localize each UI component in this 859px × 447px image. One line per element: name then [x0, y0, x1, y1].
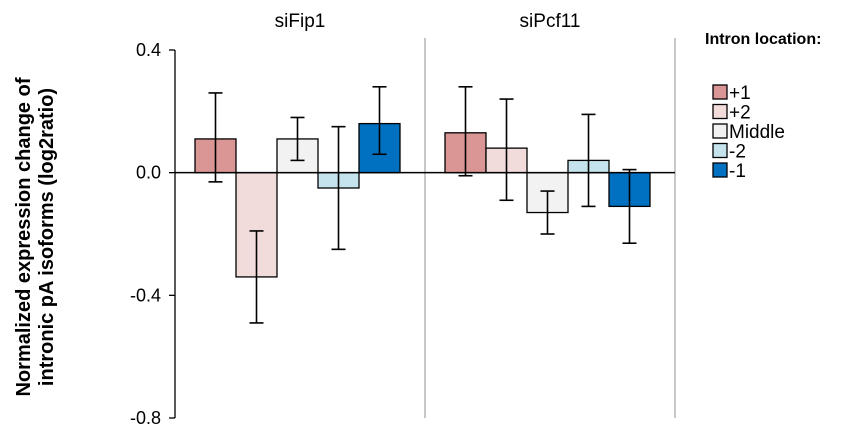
legend-swatch [712, 123, 728, 139]
error-bar-sifip1--1 [372, 86, 387, 156]
legend-item-+1: +1 [712, 83, 751, 104]
legend-swatch [712, 142, 728, 159]
group-label-sipcf11: siPcf11 [520, 11, 581, 32]
legend-item--1: -1 [712, 161, 746, 182]
plot-area: siFip1 siPcf11 0.4 0.0 -0.4 -0.8 [130, 11, 676, 428]
y-tick-label: 0.0 [136, 163, 161, 183]
error-bar-sipcf11--2 [581, 113, 596, 208]
legend-label: -2 [729, 142, 746, 163]
error-bar-sifip1-Middle [290, 116, 305, 162]
legend-label: +2 [729, 103, 751, 124]
y-tick-label: 0.4 [136, 40, 161, 60]
error-bar-sifip1--2 [331, 125, 346, 251]
y-tick-label: -0.4 [130, 285, 161, 305]
legend-swatch [712, 162, 728, 178]
error-bar-sipcf11-+2 [499, 98, 514, 202]
y-tick-label: -0.8 [130, 408, 161, 428]
legend-item-Middle: Middle [712, 122, 785, 143]
error-bar-sipcf11-Middle [540, 190, 555, 235]
legend-label: Middle [729, 122, 785, 143]
legend-item--2: -2 [712, 142, 746, 163]
legend-label: +1 [729, 83, 751, 104]
legend-swatch [712, 103, 728, 120]
error-bar-sipcf11--1 [622, 168, 637, 244]
legend-swatch [712, 84, 728, 100]
error-bar-sipcf11-+1 [458, 86, 473, 177]
legend-label: -1 [729, 161, 746, 182]
legend-item-+2: +2 [712, 103, 751, 124]
y-axis-label-line1: Normalized expression change of [13, 77, 35, 396]
error-bar-sifip1-+1 [208, 92, 223, 183]
y-axis-label: Normalized expression change of intronic… [13, 77, 58, 396]
y-axis-label-line2: intronic pA isoforms (log2ratio) [36, 88, 58, 386]
group-label-sifip1: siFip1 [275, 11, 326, 32]
legend-title: Intron location: [705, 31, 821, 48]
error-bar-sifip1-+2 [249, 230, 264, 324]
